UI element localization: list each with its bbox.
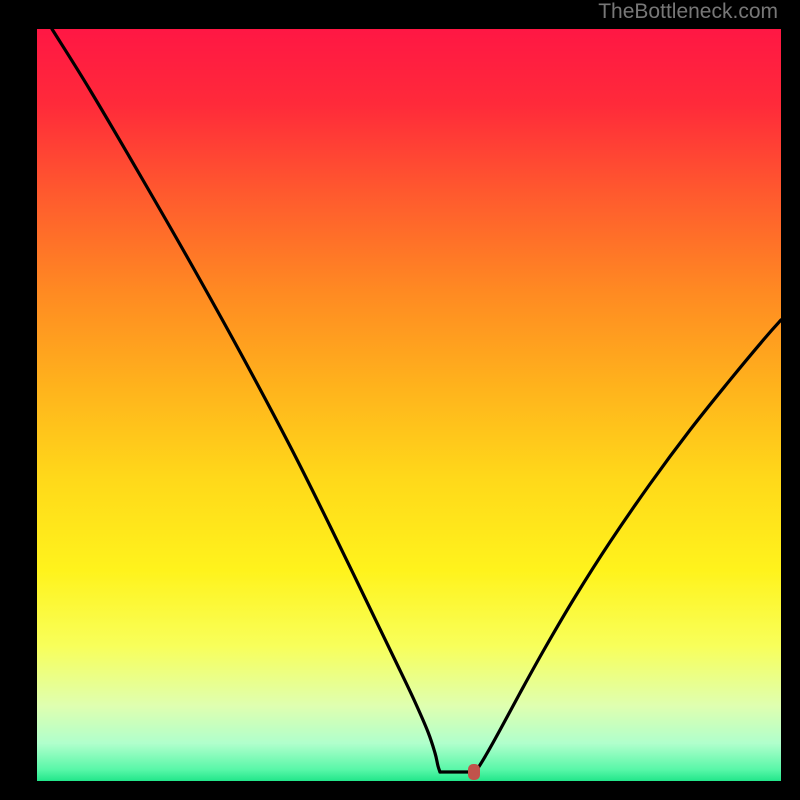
watermark-text: TheBottleneck.com bbox=[598, 0, 778, 24]
bottleneck-curve bbox=[0, 0, 800, 800]
chart-frame: TheBottleneck.com bbox=[0, 0, 800, 800]
optimum-marker bbox=[468, 764, 480, 780]
